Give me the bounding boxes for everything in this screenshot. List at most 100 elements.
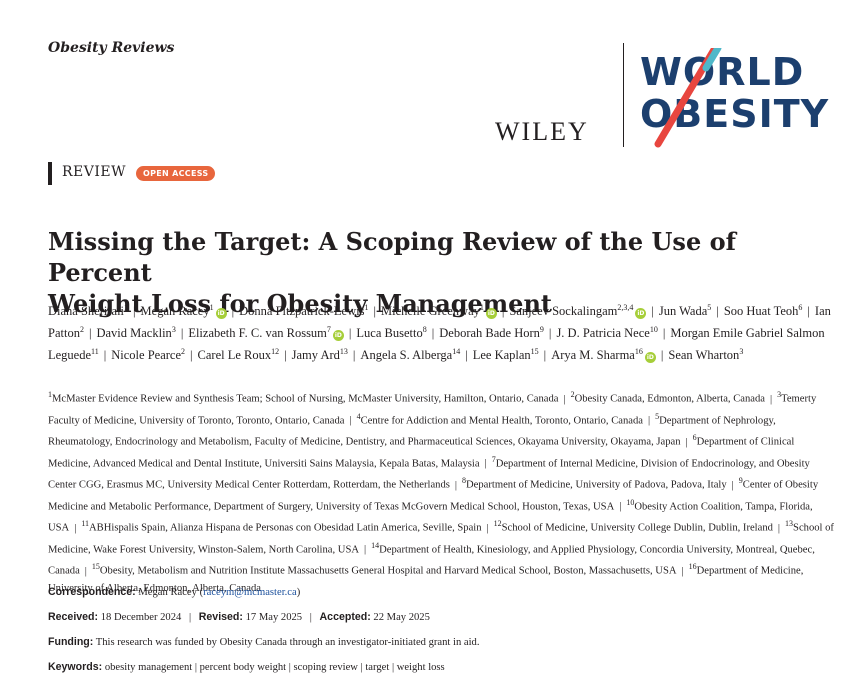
author-affiliation-marker: 6 <box>798 303 803 312</box>
affiliation-list: 1McMaster Evidence Review and Synthesis … <box>48 386 838 597</box>
author-name[interactable]: Diana Sherifali <box>48 304 125 319</box>
author-affiliation-marker: 12 <box>271 346 280 356</box>
author-name[interactable]: Angela S. Alberga <box>360 348 453 363</box>
received-date: 18 December 2024 <box>100 612 182 623</box>
affiliation-separator: | <box>486 522 489 534</box>
affiliation-text: Obesity Action Coalition, Tampa, Florida… <box>48 501 813 534</box>
author-separator: | <box>716 304 719 319</box>
affiliation-number: 6 <box>692 433 697 443</box>
affiliation-number: 14 <box>371 540 380 550</box>
affiliation-separator: | <box>454 479 458 491</box>
orcid-icon[interactable]: iD <box>485 308 497 320</box>
author-name[interactable]: Elizabeth F. C. van Rossum <box>188 326 327 341</box>
affiliation-separator: | <box>619 501 622 513</box>
accepted-date: 22 May 2025 <box>373 612 430 623</box>
affiliation-separator: | <box>563 393 566 405</box>
author-name[interactable]: Deborah Bade Horn <box>439 326 540 341</box>
author-affiliation-marker: 14 <box>452 346 461 356</box>
author-separator: | <box>231 304 235 319</box>
author-name[interactable]: Megan Racey <box>140 304 210 319</box>
logo-divider <box>623 43 624 147</box>
author-name[interactable]: Morgan Emile Gabriel Salmon Leguede <box>48 326 825 363</box>
author-name[interactable]: Carel Le Roux <box>197 348 272 363</box>
affiliation-text: Department of Clinical Medicine, Advance… <box>48 436 795 470</box>
author-affiliation-marker: 10 <box>649 324 658 334</box>
author-affiliation-marker: 3 <box>171 324 176 334</box>
author-affiliation-marker: 13 <box>339 346 348 356</box>
affiliation-number: 12 <box>493 519 502 529</box>
author-list: Diana Sherifali1 | Megan Racey1iD | Donna Fi… <box>48 299 838 365</box>
author-separator: | <box>501 304 505 319</box>
funding: Funding: This research was funded by Obe… <box>48 636 479 648</box>
affiliation-number: 5 <box>655 411 660 421</box>
author-name[interactable]: Arya M. Sharma <box>551 348 635 363</box>
affiliation-number: 8 <box>462 476 467 486</box>
author-separator: | <box>103 348 107 363</box>
affiliation-text: Department of Medicine, University of Pa… <box>466 479 727 491</box>
author-affiliation-marker: 5 <box>707 303 712 312</box>
affiliation-number: 13 <box>785 519 794 529</box>
author-name[interactable]: Luca Busetto <box>356 326 423 341</box>
affiliation-text: Department of Health, Kinesiology, and A… <box>48 544 815 577</box>
author-separator: | <box>348 326 352 341</box>
author-name[interactable]: Nicole Pearce <box>111 348 182 363</box>
author-affiliation-marker: 1 <box>364 303 369 312</box>
author-affiliation-marker: 8 <box>422 324 427 334</box>
orcid-icon[interactable]: iD <box>215 308 227 320</box>
orcid-icon[interactable]: iD <box>644 352 656 364</box>
author-name[interactable]: Michelle Greenway <box>380 304 480 319</box>
author-affiliation-marker: 7 <box>326 324 331 334</box>
author-name[interactable]: Soo Huat Teoh <box>723 304 799 319</box>
author-separator: | <box>548 326 552 341</box>
correspondence-name: Megan Racey <box>138 587 197 598</box>
affiliation-text: School of Medicine, Wake Forest Universi… <box>48 522 834 556</box>
author-affiliation-marker: 1 <box>209 303 214 312</box>
funding-label: Funding: <box>48 636 94 648</box>
affiliation-text: Department of Internal Medicine, Divisio… <box>48 458 810 491</box>
author-name[interactable]: Sean Wharton <box>668 348 740 363</box>
logo-stripe <box>654 48 722 148</box>
author-affiliation-marker: 2,3,4 <box>617 303 634 312</box>
author-separator: | <box>190 348 193 363</box>
author-separator: | <box>465 348 468 363</box>
author-name[interactable]: Jun Wada <box>658 304 708 319</box>
accepted-label: Accepted: <box>319 611 371 623</box>
author-separator: | <box>651 304 654 319</box>
affiliation-number: 15 <box>91 562 100 572</box>
author-affiliation-marker: 2 <box>181 346 186 356</box>
author-affiliation-marker: 16 <box>634 346 643 356</box>
correspondence-email[interactable]: raceym@mcmaster.ca <box>203 587 297 598</box>
author-separator: | <box>543 348 547 363</box>
affiliation-separator: | <box>74 522 77 534</box>
author-name[interactable]: Jamy Ard <box>291 348 340 363</box>
affiliation-number: 16 <box>688 562 697 572</box>
author-affiliation-marker: 1 <box>479 303 484 312</box>
author-name[interactable]: Ian Patton <box>48 304 831 341</box>
orcid-icon[interactable]: iD <box>635 308 647 320</box>
author-name[interactable]: Sanjeev Sockalingam <box>509 304 618 319</box>
affiliation-separator: | <box>681 565 684 577</box>
affiliation-number: 11 <box>81 519 90 529</box>
author-affiliation-marker: 9 <box>539 324 544 334</box>
orcid-icon[interactable]: iD <box>332 330 344 342</box>
author-separator: | <box>431 326 435 341</box>
keywords-label: Keywords: <box>48 661 103 673</box>
author-name[interactable]: Lee Kaplan <box>472 348 531 363</box>
dates: Received: 18 December 2024 | Revised: 17… <box>48 611 430 623</box>
title-line-1: Missing the Target: A Scoping Review of … <box>48 227 736 287</box>
funding-text: This research was funded by Obesity Cana… <box>95 637 480 648</box>
affiliation-text: Obesity Canada, Edmonton, Alberta, Canad… <box>574 393 765 405</box>
author-name[interactable]: J. D. Patricia Nece <box>556 326 650 341</box>
author-name[interactable]: David Macklin <box>96 326 172 341</box>
author-separator: | <box>352 348 356 363</box>
author-name[interactable]: Donna Fitzpatrick-Lewis <box>239 304 365 319</box>
keywords: Keywords: obesity management | percent b… <box>48 661 445 673</box>
affiliation-number: 10 <box>626 497 635 507</box>
author-separator: | <box>660 348 664 363</box>
world-obesity-logo: WORLD OBESITY <box>640 48 830 148</box>
logo-line-2: OBESITY <box>640 92 830 136</box>
correspondence-label: Correspondence: <box>48 586 136 598</box>
revised-date: 17 May 2025 <box>245 612 303 623</box>
article-title: Missing the Target: A Scoping Review of … <box>48 226 838 319</box>
affiliation-text: Department of Nephrology, Rheumatology, … <box>48 415 776 448</box>
